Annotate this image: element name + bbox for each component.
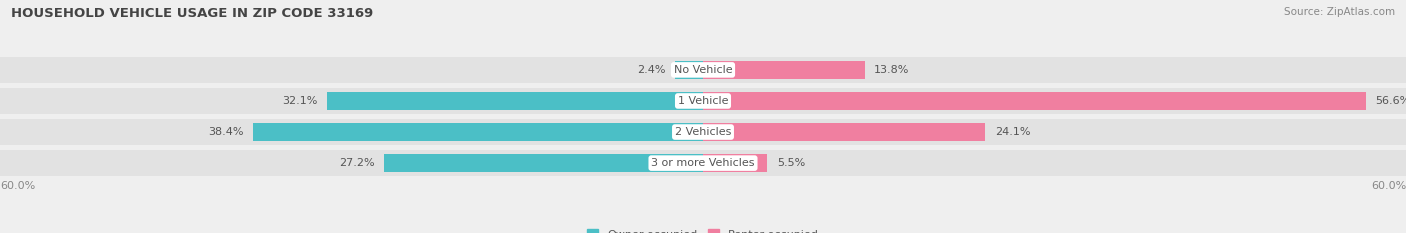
- Text: No Vehicle: No Vehicle: [673, 65, 733, 75]
- Text: HOUSEHOLD VEHICLE USAGE IN ZIP CODE 33169: HOUSEHOLD VEHICLE USAGE IN ZIP CODE 3316…: [11, 7, 374, 20]
- Bar: [253, 123, 703, 141]
- Bar: [0, 57, 1406, 83]
- Bar: [703, 154, 768, 172]
- Bar: [703, 61, 865, 79]
- Text: 32.1%: 32.1%: [283, 96, 318, 106]
- Bar: [675, 61, 703, 79]
- Text: Source: ZipAtlas.com: Source: ZipAtlas.com: [1284, 7, 1395, 17]
- Text: 1 Vehicle: 1 Vehicle: [678, 96, 728, 106]
- Text: 3 or more Vehicles: 3 or more Vehicles: [651, 158, 755, 168]
- Bar: [703, 92, 1367, 110]
- Text: 2.4%: 2.4%: [637, 65, 665, 75]
- Text: 24.1%: 24.1%: [995, 127, 1031, 137]
- Bar: [703, 123, 986, 141]
- Text: 5.5%: 5.5%: [778, 158, 806, 168]
- Bar: [0, 88, 1406, 114]
- Text: 60.0%: 60.0%: [1371, 181, 1406, 191]
- Bar: [326, 92, 703, 110]
- Text: 13.8%: 13.8%: [875, 65, 910, 75]
- Text: 56.6%: 56.6%: [1375, 96, 1406, 106]
- Text: 27.2%: 27.2%: [339, 158, 375, 168]
- Bar: [0, 119, 1406, 145]
- Text: 2 Vehicles: 2 Vehicles: [675, 127, 731, 137]
- Bar: [384, 154, 703, 172]
- Text: 60.0%: 60.0%: [0, 181, 35, 191]
- Bar: [0, 150, 1406, 176]
- Legend: Owner-occupied, Renter-occupied: Owner-occupied, Renter-occupied: [582, 225, 824, 233]
- Text: 38.4%: 38.4%: [208, 127, 243, 137]
